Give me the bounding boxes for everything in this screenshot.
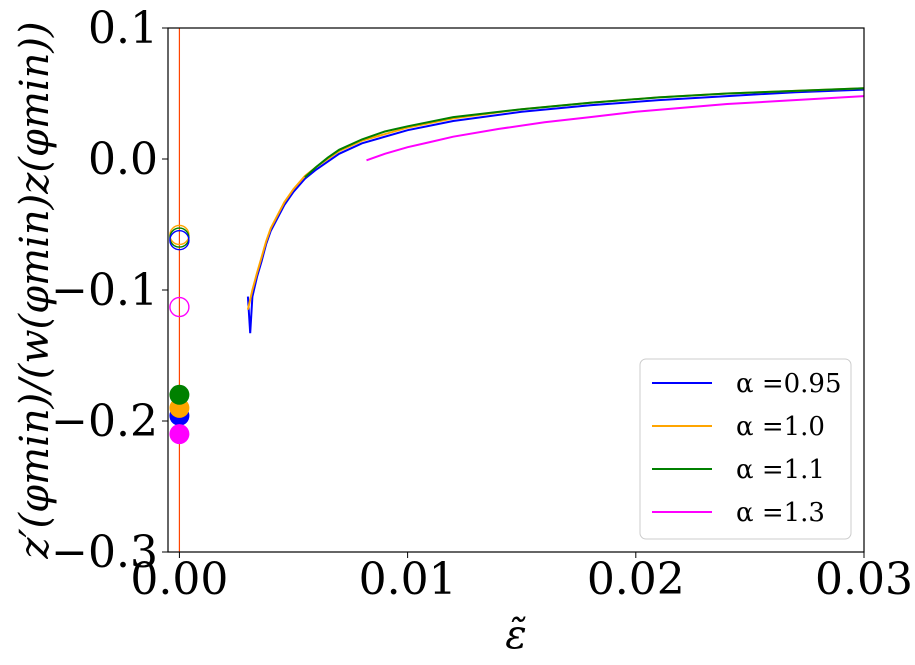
x-axis-label: ε̃	[505, 612, 526, 658]
legend: α =0.95 α =1.0 α =1.1 α =1.3	[639, 358, 852, 540]
plot-area	[169, 28, 864, 552]
series-line-2	[304, 87, 864, 179]
y-tick-label: 0.1	[88, 3, 158, 54]
open-marker-2	[169, 230, 190, 251]
legend-entry: α =1.3	[736, 498, 825, 528]
y-axis-label: z′(φmin)/(w(φmin)z(φmin))	[12, 21, 58, 559]
filled-marker-2	[169, 384, 190, 405]
legend-entry: α =0.95	[736, 369, 842, 399]
y-tick-label: −0.3	[51, 527, 158, 578]
y-tick-label: −0.2	[51, 396, 158, 447]
y-tick-label: 0.0	[88, 134, 158, 185]
x-tick-label: 0.00	[130, 554, 228, 605]
filled-marker-3	[169, 424, 190, 445]
legend-entry: α =1.0	[736, 412, 825, 442]
x-tick-label: 0.02	[587, 554, 685, 605]
legend-entry: α =1.1	[736, 455, 825, 485]
x-tick-label: 0.03	[815, 554, 913, 605]
x-tick-label: 0.01	[359, 554, 457, 605]
y-tick-label: −0.1	[51, 265, 158, 316]
axis-ticks: 0.00 0.01 0.02 0.03 −0.3 −0.2 −0.1 0.0 0.1	[51, 3, 913, 605]
series-line-0	[246, 88, 864, 334]
open-marker-3	[169, 296, 190, 318]
legend-box	[639, 358, 852, 540]
series-line-3	[366, 95, 864, 162]
